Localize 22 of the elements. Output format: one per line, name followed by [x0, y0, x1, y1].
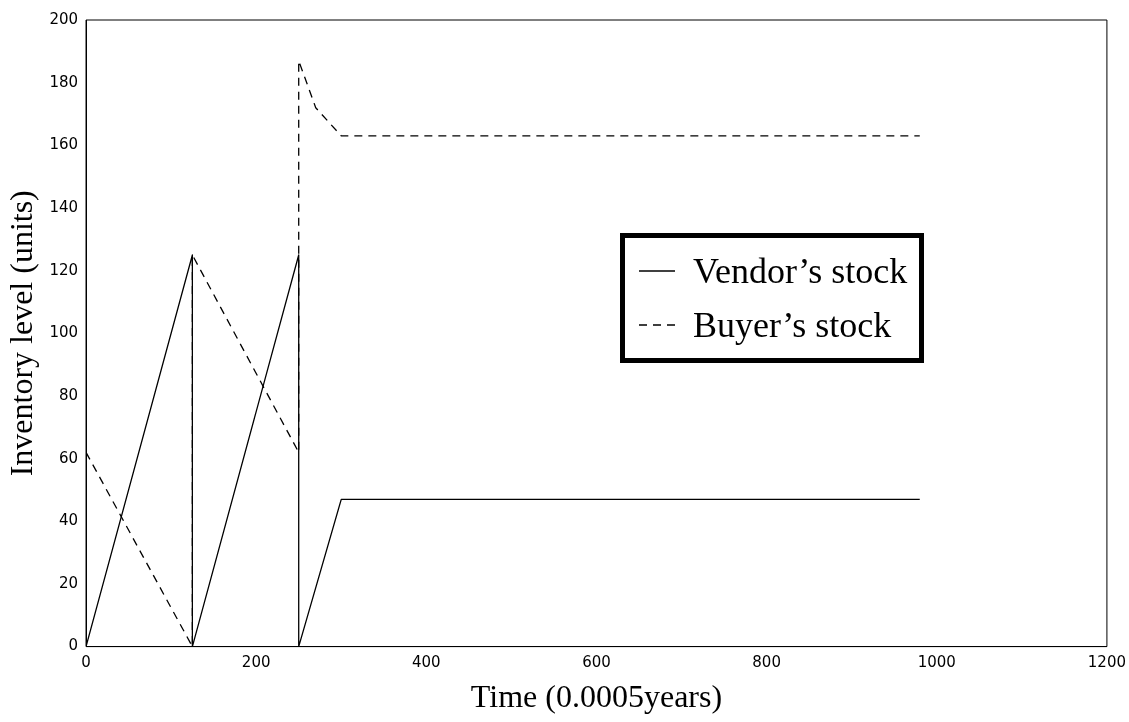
y-tick-label: 180	[49, 72, 79, 91]
y-tick-label: 40	[58, 511, 79, 530]
legend-label: Vendor’s stock	[693, 250, 908, 293]
x-axis-title: Time (0.0005years)	[470, 678, 723, 715]
x-tick-label: 800	[752, 653, 781, 672]
x-tick-label: 1000	[917, 653, 956, 672]
y-tick-label: 160	[49, 135, 79, 154]
y-tick-label: 80	[58, 385, 79, 404]
legend-label: Buyer’s stock	[693, 304, 892, 347]
x-tick-label: 600	[582, 653, 611, 672]
y-tick-label: 120	[49, 260, 79, 279]
x-tick-label: 400	[412, 653, 441, 672]
x-tick-label: 200	[241, 653, 271, 672]
y-tick-label: 140	[49, 197, 79, 216]
y-tick-label: 100	[49, 323, 79, 342]
y-tick-label: 0	[68, 636, 79, 655]
y-tick-label: 20	[58, 573, 79, 592]
y-tick-label: 200	[49, 9, 79, 28]
x-tick-label: 1200	[1087, 653, 1127, 672]
y-axis-title: Inventory level (units)	[2, 190, 39, 477]
x-tick-label: 0	[81, 653, 91, 672]
y-tick-label: 60	[58, 448, 79, 467]
